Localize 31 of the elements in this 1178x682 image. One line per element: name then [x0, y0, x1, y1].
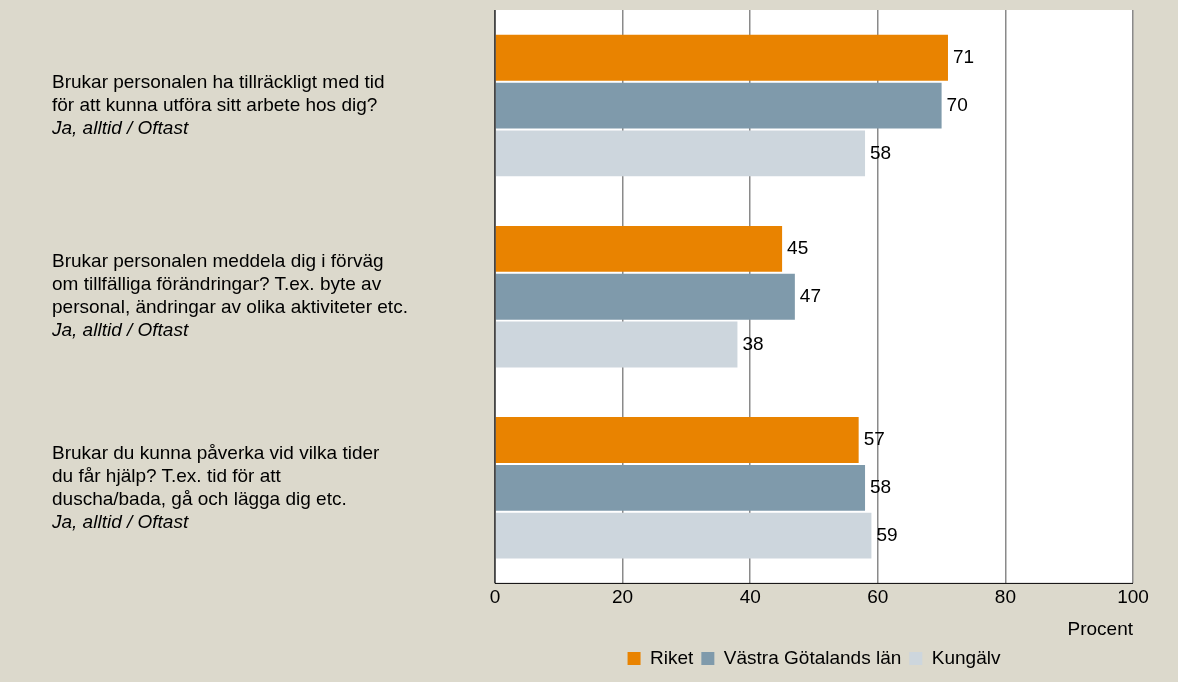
bar — [495, 464, 866, 511]
bar — [495, 512, 872, 559]
bar — [495, 225, 783, 272]
bar — [495, 34, 948, 81]
legend-label: Riket — [650, 646, 695, 668]
data-label: 45 — [787, 237, 809, 259]
bar — [495, 273, 795, 320]
bar — [495, 321, 738, 368]
y-tick-label: Brukar personalen ha tillräckligt med tid för att kunna utföra sitt arbete hos dig? Ja, alltid / Oftast — [51, 70, 385, 138]
bar — [495, 130, 866, 177]
data-label: 58 — [870, 476, 892, 498]
x-axis-title: Procent — [1067, 617, 1134, 639]
legend-label: Kungälv — [931, 646, 1001, 668]
data-label: 38 — [742, 332, 764, 354]
data-label: 70 — [946, 93, 968, 115]
data-label: 71 — [952, 46, 975, 68]
x-tick-label: 80 — [994, 586, 1016, 608]
x-tick-label: 20 — [612, 586, 634, 608]
x-tick-label: 0 — [489, 586, 501, 608]
x-tick-label: 100 — [1117, 586, 1149, 608]
bar — [495, 82, 942, 129]
x-tick-label: 60 — [867, 586, 889, 608]
data-label: 59 — [876, 523, 898, 545]
x-tick-label: 40 — [739, 586, 761, 608]
bar — [495, 417, 859, 463]
y-tick-label: Brukar personalen meddela dig i förväg om tillfälliga förändringar? T.ex. byte av personal, ändringar av olika aktiviteter etc. Ja, alltid / Oftast — [51, 250, 408, 341]
data-label: 57 — [863, 428, 885, 450]
y-tick-label: Brukar du kunna påverka vid vilka tider du får hjälp? T.ex. tid för att duscha/bada, gå och lägga dig etc. Ja, alltid / Oftast — [51, 441, 381, 532]
legend-label: Västra Götalands län — [723, 646, 902, 668]
data-label: 47 — [799, 284, 821, 306]
data-label: 58 — [870, 141, 892, 163]
